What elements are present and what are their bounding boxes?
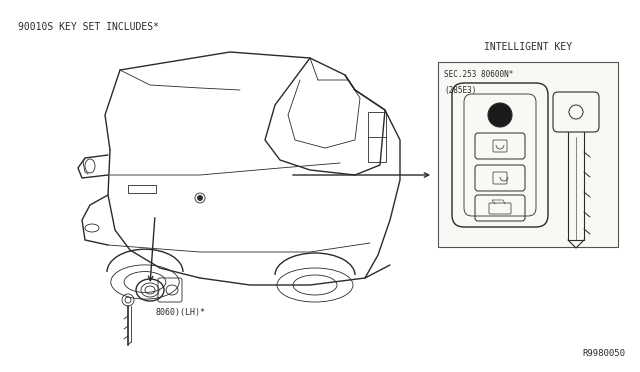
Text: R9980050: R9980050 [582, 349, 625, 358]
Bar [438, 62, 618, 247]
Text: 8060)(LH)*: 8060)(LH)* [155, 308, 205, 317]
Text: INTELLIGENT KEY: INTELLIGENT KEY [484, 42, 572, 52]
Bar [128, 185, 156, 193]
Text: 90010S KEY SET INCLUDES*: 90010S KEY SET INCLUDES* [18, 22, 159, 32]
Bar [368, 112, 386, 162]
Circle shape [198, 196, 202, 201]
Text: SEC.253 80600N*: SEC.253 80600N* [444, 70, 513, 79]
Text: (285E3): (285E3) [444, 86, 476, 95]
Circle shape [488, 103, 512, 127]
